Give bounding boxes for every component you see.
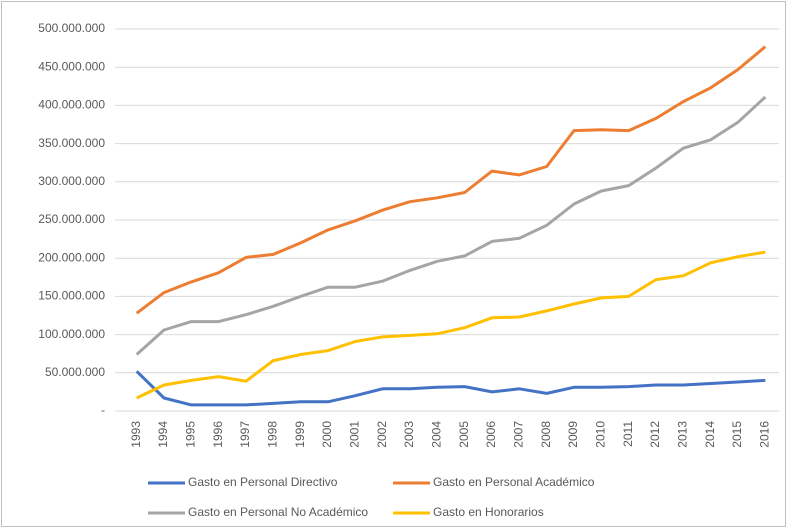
series-line [135, 45, 767, 315]
y-tick-label: 100.000.000 [38, 327, 105, 341]
y-tick-label: 200.000.000 [38, 250, 105, 264]
x-tick-label: 2009 [566, 421, 580, 448]
x-tick-label: 2012 [648, 421, 662, 448]
y-tick-label: 350.000.000 [38, 136, 105, 150]
x-tick-label: 2002 [375, 421, 389, 448]
x-tick-label: 2011 [621, 421, 635, 447]
y-tick-label: 250.000.000 [38, 212, 105, 226]
legend-label: Gasto en Personal Académico [433, 475, 595, 489]
y-tick-label: 300.000.000 [38, 174, 105, 188]
x-tick-label: 2007 [512, 421, 526, 448]
y-tick-label: 500.000.000 [38, 21, 105, 35]
x-tick-label: 1997 [238, 421, 252, 448]
legend-label: Gasto en Honorarios [433, 505, 544, 519]
x-tick-label: 1995 [184, 421, 198, 448]
legend-label: Gasto en Personal Directivo [188, 475, 338, 489]
x-tick-label: 2003 [402, 421, 416, 448]
x-tick-label: 2004 [430, 421, 444, 448]
series-line [136, 250, 766, 400]
x-tick-label: 1996 [211, 421, 225, 448]
x-tick-label: 2010 [594, 421, 608, 448]
x-tick-label: 2005 [457, 421, 471, 448]
x-tick-label: 2008 [539, 421, 553, 448]
y-tick-label: 150.000.000 [38, 289, 105, 303]
y-tick-label: 50.000.000 [45, 365, 105, 379]
legend-label: Gasto en Personal No Académico [188, 505, 368, 519]
x-tick-label: 2000 [320, 421, 334, 448]
x-tick-label: 1994 [156, 421, 170, 448]
x-tick-label: 2013 [676, 421, 690, 448]
x-tick-label: 2014 [703, 421, 717, 448]
series-line [135, 370, 766, 407]
x-tick-label: 2016 [758, 421, 772, 448]
x-tick-label: 1998 [266, 421, 280, 448]
y-tick-label: 400.000.000 [38, 98, 105, 112]
x-tick-label: 2006 [484, 421, 498, 448]
x-tick-label: 1999 [293, 421, 307, 448]
x-tick-label: 2001 [348, 421, 362, 448]
x-tick-label: 1993 [129, 421, 143, 448]
x-tick-label: 2015 [730, 421, 744, 448]
y-tick-label: - [101, 403, 105, 417]
y-tick-label: 450.000.000 [38, 59, 105, 73]
series-line [135, 95, 767, 356]
